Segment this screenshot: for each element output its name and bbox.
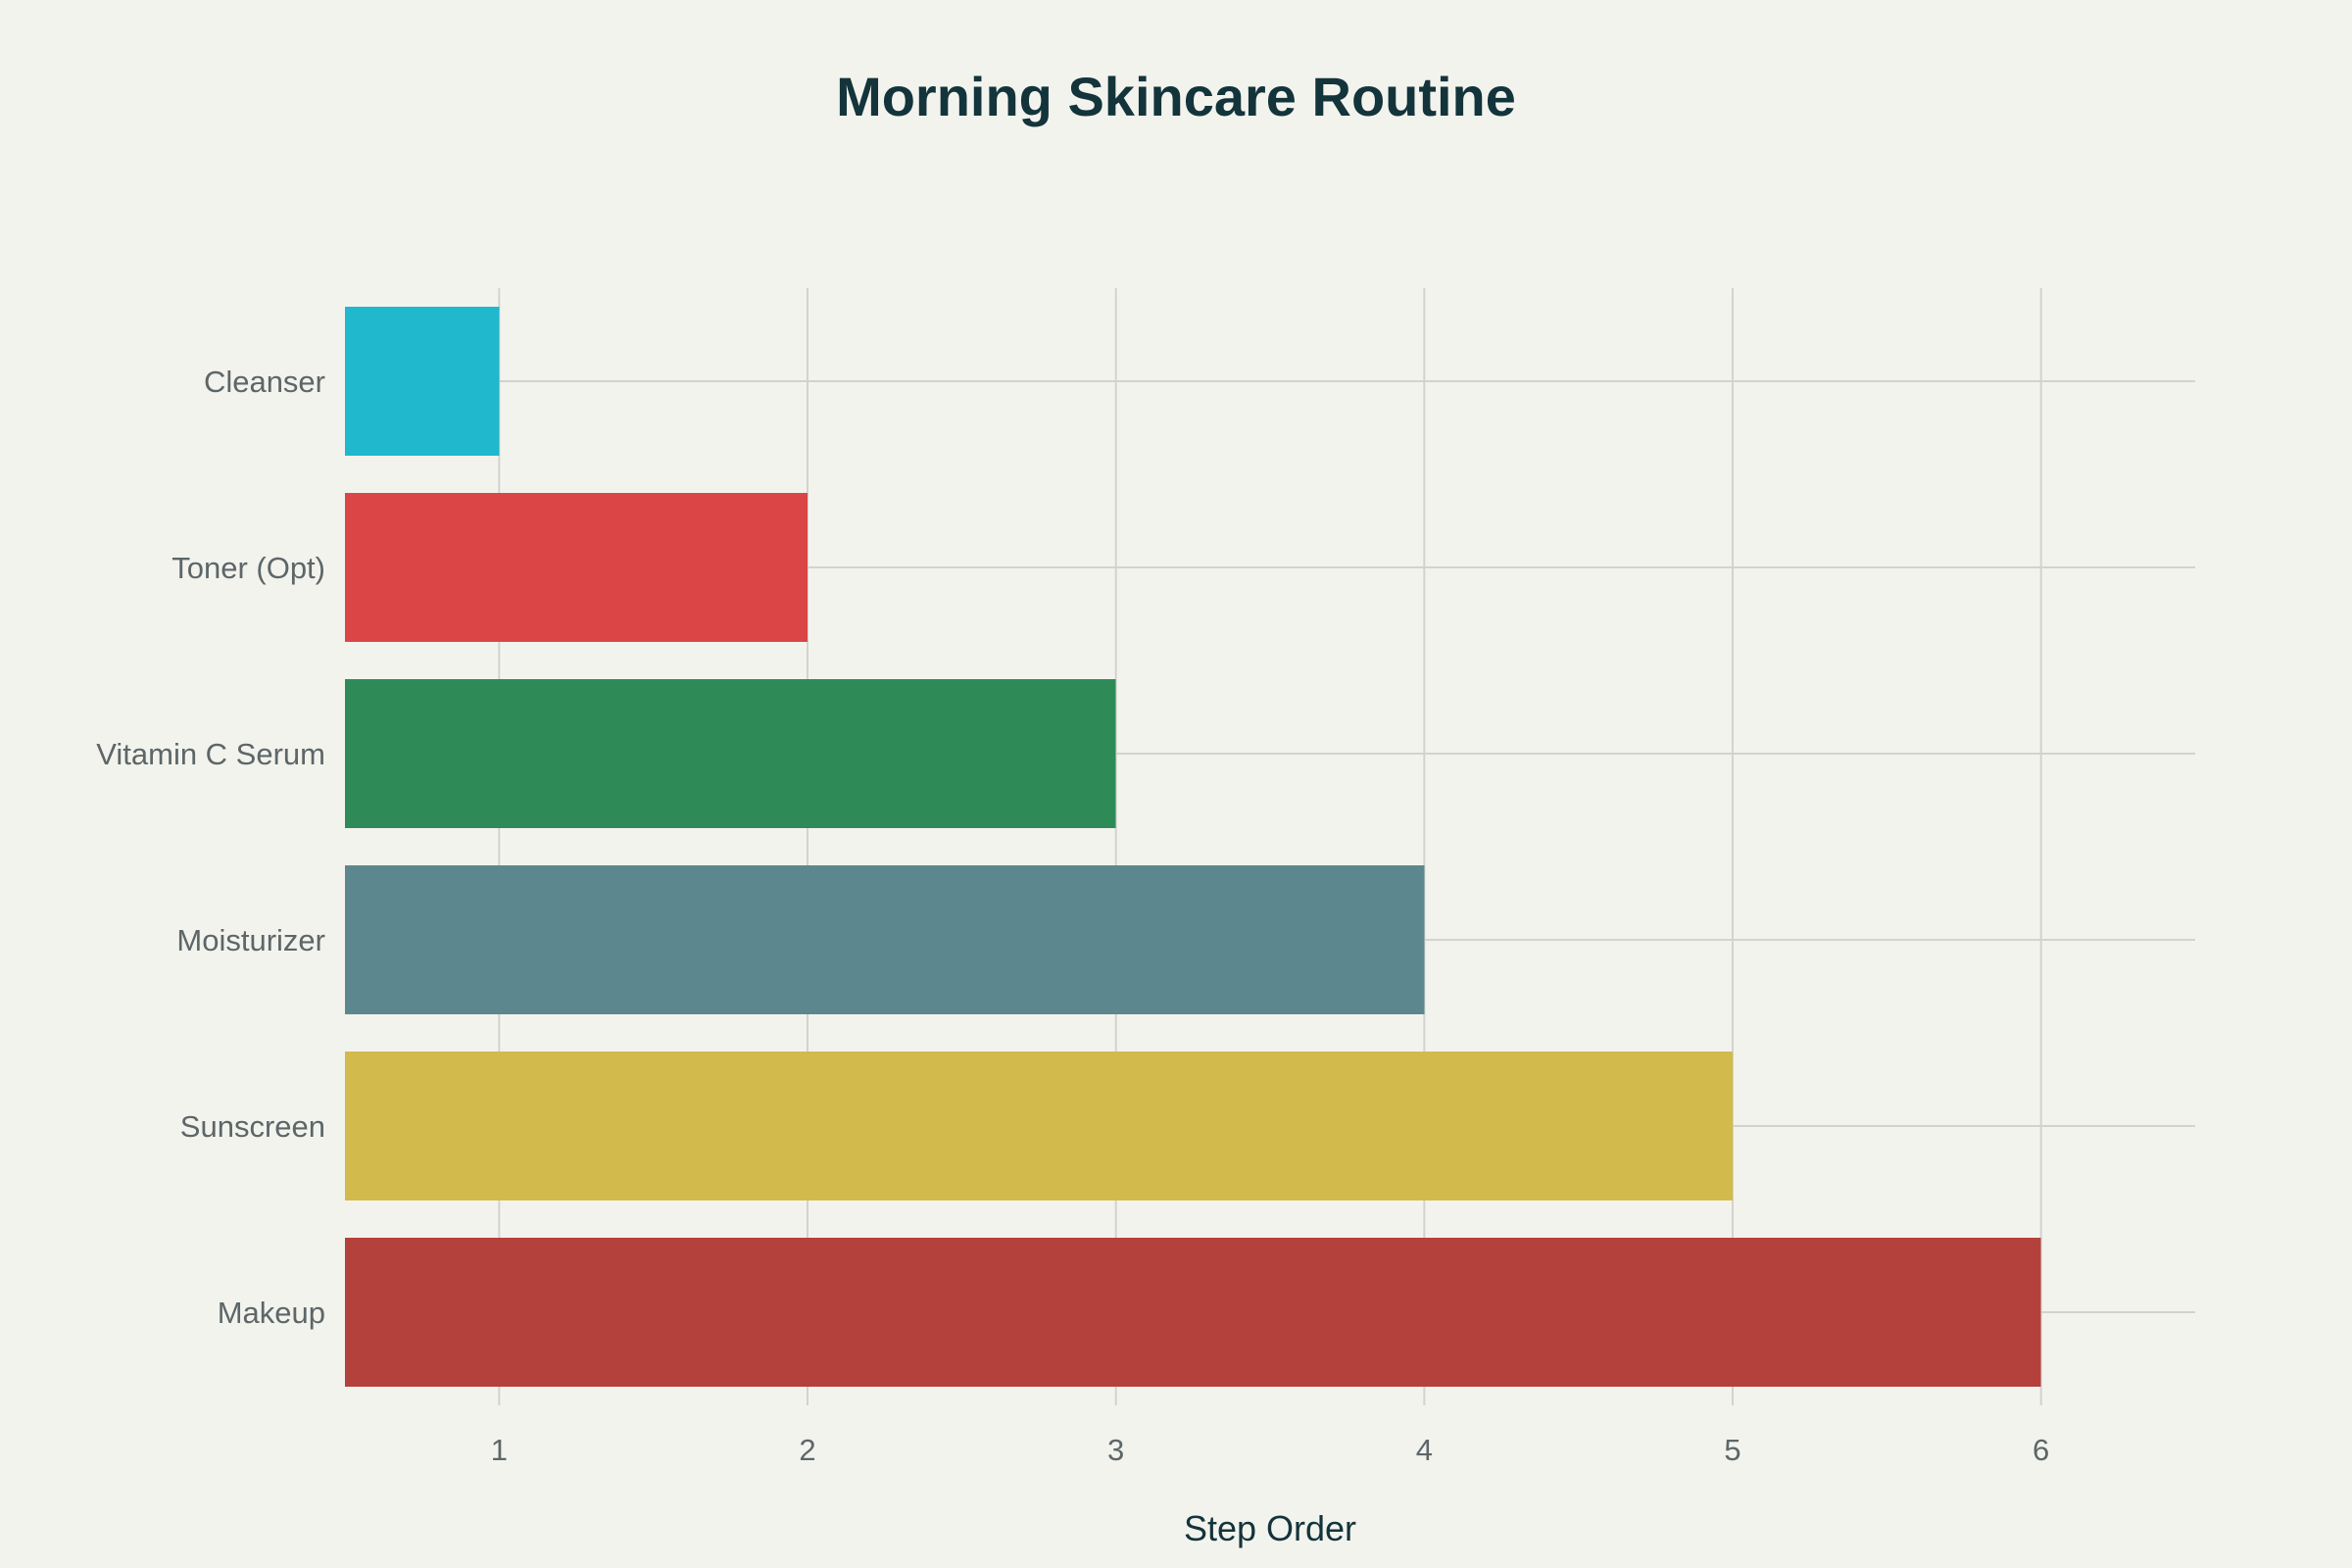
y-tick-label: Moisturizer (176, 923, 325, 957)
x-tick-label: 2 (799, 1433, 815, 1467)
x-axis-tick-labels: 1 2 3 4 5 6 (491, 1433, 2050, 1467)
bar-moisturizer (345, 865, 1425, 1014)
x-axis-title: Step Order (1184, 1508, 1356, 1548)
bar-vitamin-c-serum (345, 679, 1116, 828)
bar-toner-opt (345, 493, 808, 642)
y-tick-label: Sunscreen (180, 1109, 325, 1144)
y-tick-label: Makeup (218, 1296, 325, 1330)
bar-sunscreen (345, 1052, 1733, 1200)
x-tick-label: 3 (1107, 1433, 1124, 1467)
x-tick-label: 4 (1416, 1433, 1433, 1467)
x-tick-label: 6 (2033, 1433, 2049, 1467)
bar-makeup (345, 1238, 2041, 1387)
bar-cleanser (345, 307, 500, 456)
y-tick-label: Vitamin C Serum (96, 737, 325, 771)
x-tick-label: 5 (1724, 1433, 1740, 1467)
y-tick-label: Toner (Opt) (172, 551, 325, 585)
y-axis-tick-labels: Cleanser Toner (Opt) Vitamin C Serum Moistu… (96, 365, 325, 1330)
x-tick-label: 1 (491, 1433, 508, 1467)
chart-title: Morning Skincare Routine (836, 66, 1516, 127)
bars (345, 307, 2041, 1387)
y-tick-label: Cleanser (204, 365, 325, 399)
